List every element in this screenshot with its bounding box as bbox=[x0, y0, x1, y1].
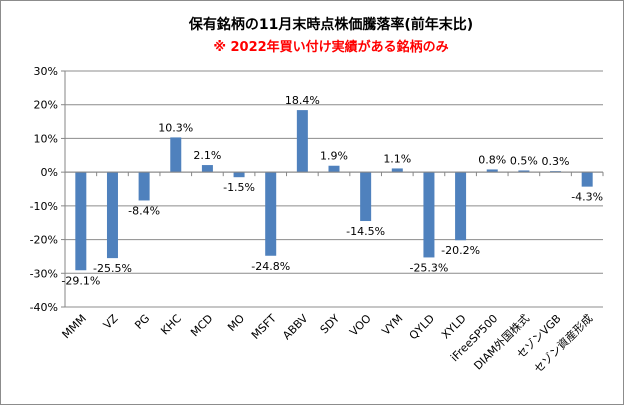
y-tick-label: -40% bbox=[30, 301, 58, 314]
x-tick-label: VOO bbox=[347, 312, 374, 339]
x-tick-label: SDY bbox=[318, 312, 343, 337]
x-tick-label: MSFT bbox=[249, 312, 279, 342]
data-label: 10.3% bbox=[158, 121, 193, 134]
bar-XYLD bbox=[455, 172, 467, 241]
data-label: -8.4% bbox=[128, 204, 160, 217]
x-tick-label: PG bbox=[132, 312, 152, 332]
y-axis-ticks: 30% 20% 10% 0% -10% -20% -30% -40% bbox=[30, 65, 65, 314]
bar-PG bbox=[138, 172, 150, 201]
y-tick-label: 30% bbox=[34, 65, 58, 78]
y-tick-label: 10% bbox=[34, 132, 58, 145]
bar-VYM bbox=[391, 168, 403, 173]
x-tick-label: XYLD bbox=[439, 312, 469, 342]
x-tick-label: セゾン資産形成 bbox=[532, 312, 596, 376]
data-label: -29.1% bbox=[61, 274, 100, 287]
x-tick-label: KHC bbox=[158, 312, 184, 338]
x-tick-label: VZ bbox=[101, 312, 121, 332]
data-label: 18.4% bbox=[285, 94, 320, 107]
bar-MSFT bbox=[265, 172, 277, 256]
x-tick-label: MMM bbox=[60, 312, 89, 341]
bar-iFreeSP500 bbox=[486, 169, 498, 173]
data-label: -1.5% bbox=[223, 181, 255, 194]
bar-セゾンVGB bbox=[550, 171, 562, 173]
data-label: -4.3% bbox=[571, 191, 603, 204]
axes bbox=[64, 71, 603, 307]
bar-MCD bbox=[201, 165, 213, 173]
x-tick-label: QYLD bbox=[407, 312, 437, 342]
bar-VOO bbox=[360, 172, 372, 222]
bar-MO bbox=[233, 172, 245, 178]
data-label: -25.5% bbox=[93, 262, 132, 275]
data-label: 1.1% bbox=[383, 152, 411, 165]
x-tick-label: MCD bbox=[188, 312, 215, 339]
y-tick-label: 0% bbox=[41, 166, 58, 179]
data-label: 2.1% bbox=[193, 149, 221, 162]
bar-KHC bbox=[170, 137, 182, 173]
data-label: 0.3% bbox=[542, 155, 570, 168]
bar-QYLD bbox=[423, 172, 435, 258]
x-tick-label: MO bbox=[225, 312, 247, 334]
data-label: 1.9% bbox=[320, 150, 348, 163]
bar-MMM bbox=[75, 172, 87, 271]
x-tick-label: ABBV bbox=[280, 312, 311, 343]
x-tick-label: VYM bbox=[379, 312, 405, 338]
x-tick-label: DIAM外国株式 bbox=[471, 311, 532, 372]
bar-DIAM外国株式 bbox=[518, 170, 530, 173]
data-label: 0.5% bbox=[510, 154, 538, 167]
data-label: -20.2% bbox=[441, 244, 480, 257]
chart-subtitle: ※ 2022年買い付け実績がある銘柄のみ bbox=[213, 39, 448, 55]
bar-セゾン資産形成 bbox=[581, 172, 593, 187]
data-label: -24.8% bbox=[251, 260, 290, 273]
bar-VZ bbox=[106, 172, 118, 259]
y-tick-label: 20% bbox=[34, 99, 58, 112]
chart-title: 保有銘柄の11月末時点株価騰落率(前年末比) bbox=[188, 16, 473, 33]
data-label: -25.3% bbox=[409, 261, 448, 274]
y-tick-label: -20% bbox=[30, 234, 58, 247]
y-tick-label: -30% bbox=[30, 267, 58, 280]
bars bbox=[75, 110, 593, 271]
data-label: 0.8% bbox=[478, 153, 506, 166]
y-tick-label: -10% bbox=[30, 200, 58, 213]
x-axis-ticks: MMM VZ PG KHC MCD MO MSFT ABBV SDY VOO VYM QYLD XYLD… bbox=[60, 172, 604, 376]
bar-ABBV bbox=[296, 110, 308, 173]
data-label: -14.5% bbox=[346, 225, 385, 238]
data-labels: -29.1%-25.5% -8.4% 10.3% 2.1% -1.5% -24.8% 18.… bbox=[61, 94, 603, 287]
bar-SDY bbox=[328, 165, 340, 173]
